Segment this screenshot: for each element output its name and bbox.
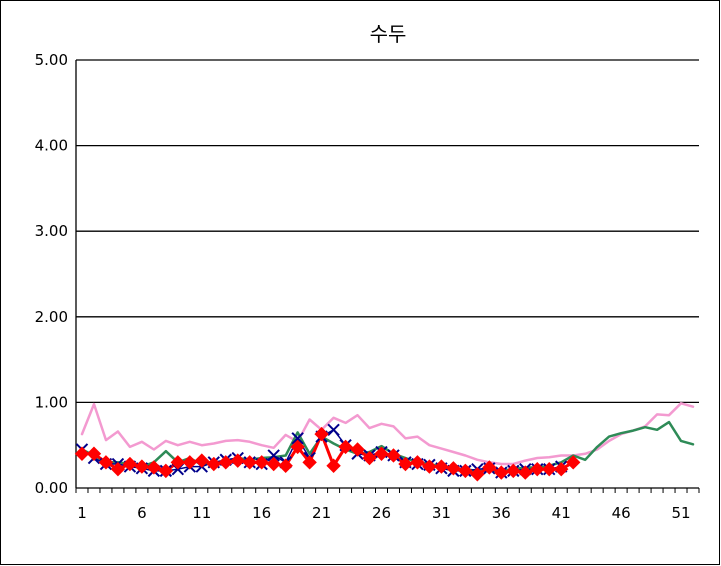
series-3-point-11 <box>206 456 221 472</box>
x-tick-label-0: 1 <box>77 504 87 522</box>
x-tick-label-9: 46 <box>612 504 631 522</box>
x-tick-label-8: 41 <box>552 504 571 522</box>
series-3-point-9 <box>182 455 198 470</box>
x-tick-label-10: 51 <box>671 504 690 522</box>
series-3-point-10 <box>194 453 210 468</box>
y-tick-label-2: 2.00 <box>35 308 68 326</box>
gridlines <box>76 59 699 404</box>
y-tick-label-3: 3.00 <box>35 222 68 240</box>
series-3-point-28 <box>410 455 425 470</box>
series-3-point-18 <box>290 439 305 455</box>
series-3-point-29 <box>422 459 437 474</box>
x-tick-label-1: 6 <box>137 504 147 522</box>
series-3-point-0 <box>74 446 90 461</box>
x-tick-label-3: 16 <box>252 504 271 522</box>
series-3-point-8 <box>170 455 186 470</box>
series-3-point-1 <box>86 446 102 461</box>
series-3-point-3 <box>110 461 126 477</box>
series-3-point-7 <box>158 463 174 479</box>
series-3-point-30 <box>434 459 449 474</box>
chart-title: 수두 <box>370 22 407 46</box>
x-tick-labels: 1 6 11 16 21 26 31 36 41 46 51 <box>77 504 690 522</box>
x-tick-label-6: 31 <box>432 504 451 522</box>
y-tick-label-0: 0.00 <box>35 479 68 497</box>
series-3-point-34 <box>482 460 497 475</box>
series-3-point-37 <box>518 465 533 480</box>
x-tick-label-7: 36 <box>492 504 511 522</box>
series-2-point-16 <box>267 449 280 462</box>
series-3-point-24 <box>362 450 377 466</box>
series-3-point-5 <box>134 459 150 474</box>
series-3-point-20 <box>314 426 329 442</box>
x-tick-label-2: 11 <box>192 504 211 522</box>
series-3-point-33 <box>470 467 485 482</box>
series-3-point-6 <box>146 460 162 475</box>
series-3-point-35 <box>494 465 509 480</box>
series-3-point-32 <box>458 463 473 479</box>
y-tick-labels: 0.00 1.00 2.00 3.00 4.00 5.00 <box>35 51 68 497</box>
y-tick-label-5: 5.00 <box>35 51 68 69</box>
series-3-point-19 <box>302 455 317 470</box>
series-3-point-39 <box>542 461 557 477</box>
y-tick-label-1: 1.00 <box>35 393 68 411</box>
series-3-point-25 <box>374 446 389 461</box>
x-tick-label-4: 21 <box>312 504 331 522</box>
series-3-point-23 <box>350 442 365 457</box>
series-3-point-40 <box>554 461 569 477</box>
series-3-point-13 <box>230 453 245 468</box>
axes <box>75 60 700 493</box>
series-3-point-22 <box>338 439 353 455</box>
series-3-point-12 <box>218 455 233 470</box>
series-3-point-15 <box>254 455 269 470</box>
series-3-point-41 <box>565 455 581 470</box>
series-line-1 <box>80 420 695 473</box>
series-markers <box>74 423 581 482</box>
series-3-point-26 <box>386 448 401 463</box>
series-3-point-36 <box>506 463 521 479</box>
series-3-point-27 <box>398 456 413 472</box>
series-3-point-21 <box>326 458 341 473</box>
series-3-point-4 <box>122 456 138 472</box>
y-tick-label-4: 4.00 <box>35 137 68 155</box>
series-3-point-2 <box>98 455 114 470</box>
series-3-point-14 <box>242 455 257 470</box>
series-2-point-21 <box>327 423 340 436</box>
series-3-point-17 <box>278 458 293 473</box>
series-3-point-38 <box>530 461 545 477</box>
x-tick-label-5: 26 <box>372 504 391 522</box>
series-2-point-18 <box>291 432 304 445</box>
series-3-point-31 <box>446 461 461 476</box>
series-3-point-16 <box>266 456 281 472</box>
